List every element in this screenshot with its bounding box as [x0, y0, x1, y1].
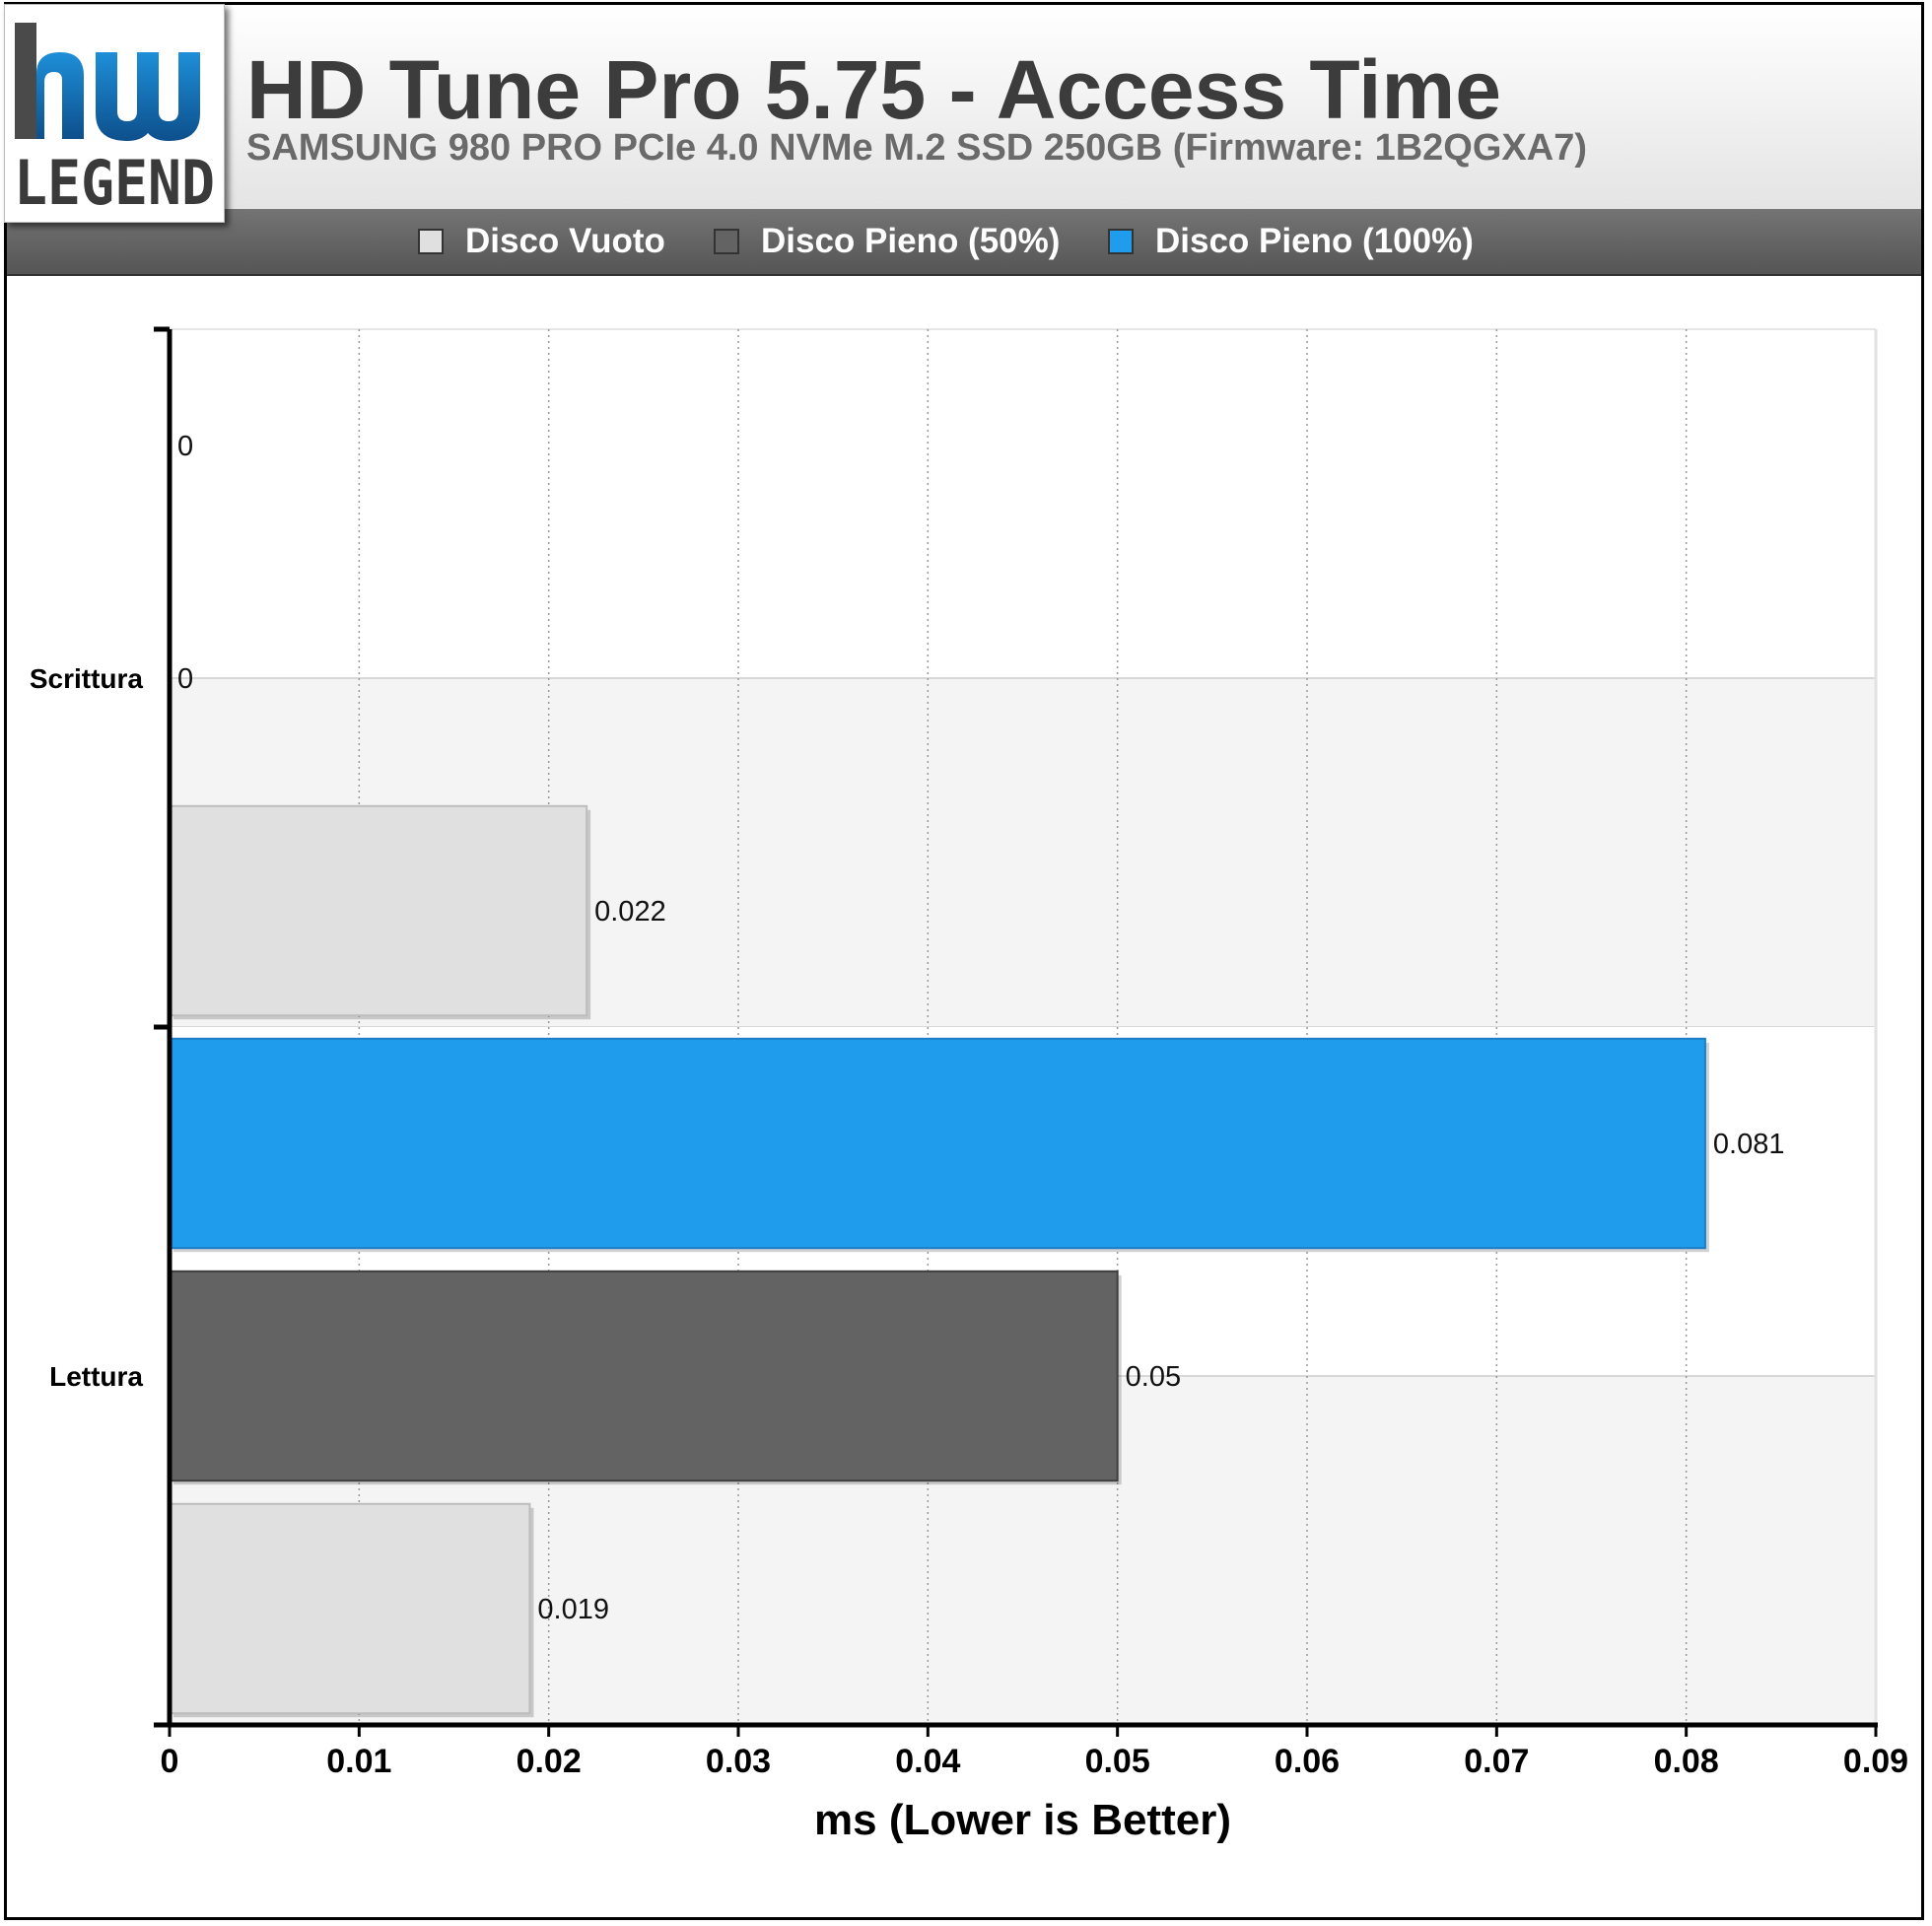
x-tick-label: 0.02 [517, 1743, 582, 1780]
legend-item-disco-pieno-50: Disco Pieno (50%) [714, 222, 1060, 261]
legend-label: Disco Vuoto [465, 222, 665, 260]
legend-swatch [418, 229, 444, 254]
bar-value-label: 0.05 [1126, 1361, 1181, 1393]
x-tick-label: 0.05 [1085, 1743, 1150, 1780]
legend-label: Disco Pieno (100%) [1155, 222, 1474, 260]
bar-value-label: 0.022 [594, 896, 666, 928]
legend-swatch [1108, 229, 1134, 254]
legend-label: Disco Pieno (50%) [761, 222, 1061, 260]
axes [154, 326, 1878, 1737]
gridlines [358, 329, 1878, 1725]
plot-band-light [170, 329, 1876, 678]
bar [169, 1037, 1706, 1250]
chart-legend: Disco Vuoto Disco Pieno (50%) Disco Pien… [7, 209, 1921, 276]
chart-header: HD Tune Pro 5.75 - Access Time SAMSUNG 9… [7, 5, 1921, 212]
logo-legend-text: LEGEND [14, 147, 215, 219]
y-category-label: Lettura [49, 1361, 143, 1392]
legend-item-disco-pieno-100: Disco Pieno (100%) [1108, 222, 1474, 261]
chart-subtitle: SAMSUNG 980 PRO PCIe 4.0 NVMe M.2 SSD 25… [246, 127, 1587, 169]
bar-value-label: 0 [177, 431, 193, 462]
logo-graphic: LEGEND [14, 23, 215, 219]
bar [169, 1270, 1119, 1482]
legend-swatch [714, 229, 739, 254]
x-tick-label: 0.01 [326, 1743, 391, 1780]
bar-value-label: 0.019 [537, 1594, 609, 1625]
bar [169, 1502, 531, 1715]
x-tick-label: 0.04 [895, 1743, 960, 1780]
y-category-label: Scrittura [30, 663, 144, 694]
labels: 0 0.01 0.02 0.03 0.04 0.05 0.06 0.07 0.08 0.09 0.0… [30, 431, 1908, 1844]
hwlegend-logo: LEGEND [4, 4, 225, 223]
x-tick-label: 0.09 [1843, 1743, 1908, 1780]
bar-value-label: 0 [177, 663, 193, 695]
legend-item-disco-vuoto: Disco Vuoto [418, 222, 665, 261]
bar [169, 804, 588, 1017]
x-tick-label: 0.06 [1275, 1743, 1340, 1780]
chart-title: HD Tune Pro 5.75 - Access Time [246, 43, 1501, 136]
x-tick-label: 0 [161, 1743, 179, 1780]
x-axis-title: ms (Lower is Better) [814, 1796, 1231, 1844]
x-tick-label: 0.08 [1654, 1743, 1719, 1780]
x-tick-label: 0.03 [706, 1743, 771, 1780]
bars [169, 340, 1709, 1718]
bar-value-label: 0.081 [1713, 1129, 1785, 1160]
x-tick-label: 0.07 [1464, 1743, 1529, 1780]
